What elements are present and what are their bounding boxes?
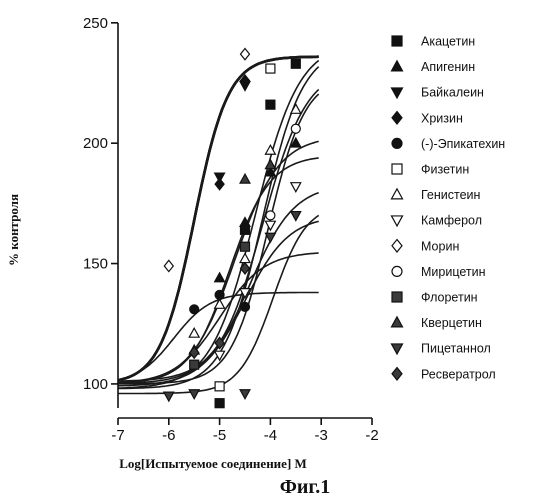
legend-label-6: Физетин: [421, 163, 469, 177]
fit-curve-12: [117, 157, 319, 384]
legend-label-10: Мирицетин: [421, 265, 486, 279]
data-point-series-12: [264, 158, 277, 170]
y-axis-label: % контроля: [6, 194, 21, 266]
legend-label-11: Флоретин: [421, 291, 478, 305]
data-point-series-13: [188, 389, 201, 400]
legend-marker-13: [390, 343, 404, 356]
legend-marker-12: [390, 315, 404, 328]
legend-label-2: Апигенин: [421, 60, 475, 74]
data-point-series-2: [239, 216, 251, 228]
x-tick-label: -7: [111, 427, 124, 444]
data-point-series-10: [265, 210, 276, 221]
fit-curve-1: [117, 59, 320, 389]
legend-label-12: Кверцетин: [421, 316, 482, 330]
data-point-series-7: [213, 298, 226, 309]
y-tick-label: 200: [83, 135, 108, 152]
legend-label-7: Генистеин: [421, 188, 481, 202]
x-tick-label: -2: [365, 427, 378, 444]
legend-label-4: Хризин: [421, 111, 463, 125]
x-tick-label: -4: [264, 427, 277, 444]
data-point-series-8: [213, 350, 226, 362]
legend: Акацетин Апигенин Байкалеин Хризин (-)-Эпика…: [390, 35, 505, 382]
data-point-series-1: [265, 99, 276, 110]
data-point-series-2: [264, 165, 277, 177]
data-point-series-9: [163, 259, 175, 273]
data-point-series-14: [188, 346, 200, 360]
y-tick-label: 150: [83, 256, 108, 273]
legend-label-1: Акацетин: [421, 35, 475, 49]
data-point-series-13: [289, 210, 302, 222]
data-point-series-5: [214, 289, 225, 300]
legend-marker-7: [390, 187, 404, 200]
y-tick-label: 250: [83, 15, 108, 32]
data-point-series-8: [264, 220, 277, 232]
data-point-series-13: [264, 232, 277, 244]
y-tick-label: 100: [83, 376, 108, 393]
data-point-series-7: [239, 252, 251, 264]
data-point-series-11: [239, 241, 251, 252]
data-point-series-6: [265, 63, 276, 74]
legend-label-8: Камферол: [421, 214, 482, 228]
data-point-series-5: [239, 301, 251, 312]
legend-marker-1: [391, 35, 403, 47]
plot-area: [117, 47, 320, 409]
x-tick-label: -3: [315, 427, 328, 444]
legend-marker-8: [390, 215, 404, 228]
data-point-series-2: [213, 271, 226, 283]
data-point-series-11: [189, 359, 200, 370]
data-point-series-5: [189, 304, 200, 315]
data-point-series-8: [239, 288, 251, 299]
legend-marker-4: [391, 110, 403, 126]
x-axis-label: Log[Испытуемое соединение] M: [119, 456, 307, 471]
data-point-series-13: [239, 389, 251, 400]
fit-curve-14: [117, 252, 319, 384]
axes: 100 150 200 250 -7 -6 -5 -4 -3 -2: [83, 15, 379, 444]
data-point-series-2: [289, 136, 302, 148]
legend-label-9: Морин: [421, 239, 459, 253]
data-point-series-8: [289, 182, 302, 193]
data-point-series-1: [290, 58, 301, 69]
fit-curve-9: [117, 55, 319, 382]
data-point-series-13: [162, 391, 175, 403]
data-point-series-9: [239, 47, 251, 61]
data-point-series-14: [239, 261, 251, 275]
legend-marker-6: [391, 163, 403, 175]
data-point-series-14: [214, 336, 225, 350]
data-point-series-4: [214, 177, 225, 191]
legend-label-14: Ресвератрол: [421, 367, 496, 381]
legend-marker-5: [391, 137, 403, 149]
legend-marker-2: [390, 59, 404, 72]
legend-label-5: (-)-Эпикатехин: [421, 137, 505, 151]
legend-marker-9: [391, 238, 403, 254]
x-tick-label: -6: [162, 427, 175, 444]
data-point-series-6: [214, 381, 225, 392]
legend-marker-14: [391, 366, 403, 382]
data-point-series-7: [188, 326, 201, 338]
data-point-series-7: [289, 103, 302, 114]
legend-marker-11: [391, 291, 403, 303]
data-point-series-10: [290, 123, 301, 134]
legend-marker-3: [390, 87, 404, 100]
data-point-series-4: [239, 74, 251, 88]
data-point-series-7: [264, 143, 277, 155]
data-point-series-12: [239, 172, 251, 184]
data-point-series-1: [214, 398, 225, 409]
figure-caption: Фиг.1: [280, 476, 331, 498]
legend-label-13: Пицетаннол: [421, 342, 491, 356]
x-tick-label: -5: [213, 427, 226, 444]
legend-label-3: Байкалеин: [421, 86, 484, 100]
legend-marker-10: [391, 265, 403, 277]
